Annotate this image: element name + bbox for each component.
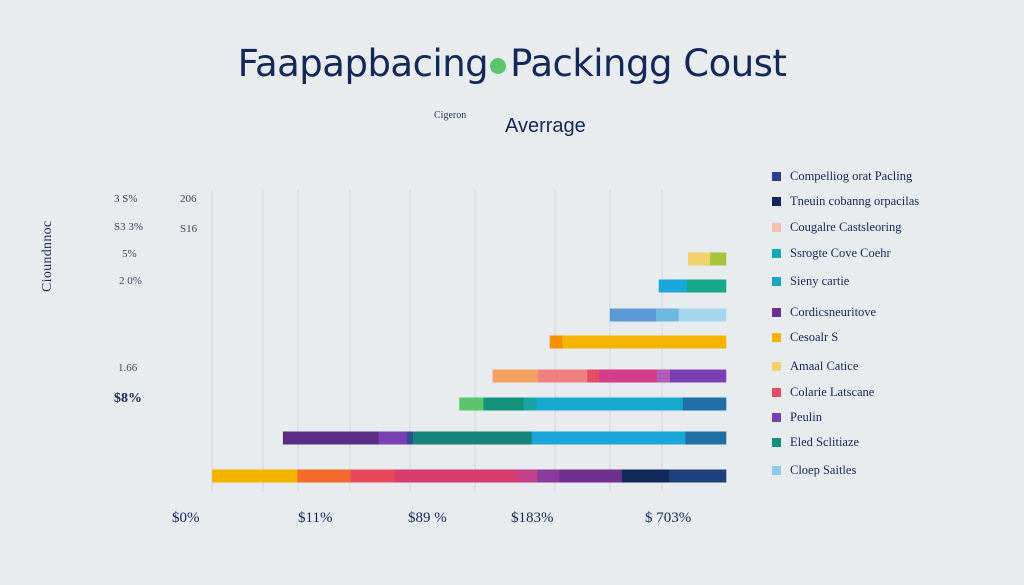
y-tick-label-secondary: S16: [180, 223, 198, 235]
y-tick-label-secondary: 206: [180, 193, 197, 205]
bar-segment: [394, 469, 519, 483]
bar-segment: [656, 308, 679, 322]
bar-segment: [562, 335, 727, 349]
bar-segment: [658, 279, 688, 293]
stacked-bar: [688, 252, 727, 266]
stacked-bar: [609, 308, 727, 322]
legend-item: Eled Sclitiaze: [772, 435, 859, 449]
legend-item: Compelliog orat Pacling: [772, 169, 912, 183]
legend-label: Cordicsneuritove: [790, 304, 877, 319]
legend-swatch: [772, 387, 781, 397]
bar-segment: [523, 397, 537, 411]
bar-segment: [212, 469, 298, 483]
y-tick-label: 3 S%: [114, 193, 138, 205]
bar-segment: [621, 469, 670, 483]
bar-segment: [406, 431, 414, 445]
bar-segment: [492, 369, 539, 383]
stacked-bar: [459, 397, 727, 411]
bar-segment: [537, 369, 588, 383]
legend-swatch: [772, 437, 781, 447]
x-tick-label: $ 703%: [645, 510, 692, 526]
bar-segment: [549, 335, 563, 349]
legend-label: Eled Sclitiaze: [790, 434, 860, 449]
legend-item: Tneuin cobanng orpacilas: [772, 194, 919, 208]
legend-item: Cougalre Castsleoring: [772, 220, 901, 234]
y-tick-label: S3 3%: [114, 221, 144, 233]
stacked-bar: [658, 279, 727, 293]
chart-subtitle: Averrage: [505, 115, 586, 137]
x-tick-label: $11%: [298, 510, 333, 526]
legend-label: Peulin: [790, 409, 822, 424]
x-tick-label: $89 %: [408, 510, 447, 526]
legend-swatch: [772, 465, 781, 475]
stacked-bar: [549, 335, 727, 349]
y-tick-label: 2 0%: [119, 275, 142, 287]
legend-item: Amaal Catice: [772, 359, 858, 373]
legend-label: Cougalre Castsleoring: [790, 219, 902, 234]
bar-segment: [559, 469, 622, 483]
legend-swatch: [772, 361, 781, 371]
legend-item: Cloep Saitles: [772, 463, 856, 477]
legend-item: Ssrogte Cove Coehr: [772, 246, 891, 260]
bar-segment: [685, 431, 727, 445]
legend-swatch: [772, 171, 781, 181]
legend-item: Colarie Latscane: [772, 385, 874, 399]
title-dot-icon: [490, 57, 507, 74]
legend-swatch: [772, 332, 781, 342]
bar-segment: [518, 469, 538, 483]
bar-segment: [599, 369, 658, 383]
chart-title-right: Packingg Coust: [510, 42, 787, 85]
chart-title-left: Faapapbacing: [237, 42, 489, 85]
bar-segment: [531, 431, 686, 445]
bar-segment: [350, 469, 395, 483]
bar-segment: [587, 369, 600, 383]
legend-swatch: [772, 248, 781, 258]
bar-segment: [282, 431, 379, 445]
bar-segment: [536, 397, 684, 411]
legend-label: Tneuin cobanng orpacilas: [790, 193, 920, 208]
legend-item: Peulin: [772, 410, 822, 424]
bar-segment: [459, 397, 484, 411]
legend-swatch: [772, 307, 781, 317]
chart-title: Faapapbacing Packingg Coust: [0, 42, 1024, 85]
legend-label: Sieny cartie: [790, 273, 850, 288]
legend-swatch: [772, 222, 781, 232]
bar-segment: [668, 469, 727, 483]
stacked-bar: [212, 469, 727, 483]
bar-segment: [670, 369, 727, 383]
legend-label: Compelliog orat Pacling: [790, 168, 913, 183]
bar-segment: [678, 308, 727, 322]
legend-item: Sieny cartie: [772, 274, 849, 288]
legend-swatch: [772, 196, 781, 206]
y-tick-label: $8%: [114, 391, 142, 406]
small-note: Cigeron: [434, 110, 467, 121]
bar-segment: [682, 397, 727, 411]
bar-segment: [688, 252, 711, 266]
bar-segment: [413, 431, 532, 445]
y-tick-label: 5%: [122, 248, 137, 260]
y-tick-label: 1.66: [118, 362, 138, 374]
bar-segment: [483, 397, 524, 411]
bar-segment: [378, 431, 408, 445]
stacked-bar: [492, 369, 727, 383]
bar-segment: [297, 469, 351, 483]
legend-swatch: [772, 412, 781, 422]
legend-label: Amaal Catice: [790, 358, 859, 373]
legend-label: Colarie Latscane: [790, 384, 875, 399]
x-tick-label: $183%: [511, 510, 554, 526]
legend-label: Cesoalr S: [790, 329, 839, 344]
bar-segment: [609, 308, 657, 322]
bar-segment: [710, 252, 727, 266]
legend-label: Ssrogte Cove Coehr: [790, 245, 891, 260]
x-tick-label: $0%: [172, 510, 200, 526]
bar-segment: [657, 369, 671, 383]
bar-segment: [686, 279, 727, 293]
legend-label: Cloep Saitles: [790, 462, 857, 477]
legend-item: Cesoalr S: [772, 330, 838, 344]
legend-swatch: [772, 276, 781, 286]
legend-item: Cordicsneuritove: [772, 305, 876, 319]
stacked-bar: [282, 431, 727, 445]
bar-segment: [537, 469, 560, 483]
